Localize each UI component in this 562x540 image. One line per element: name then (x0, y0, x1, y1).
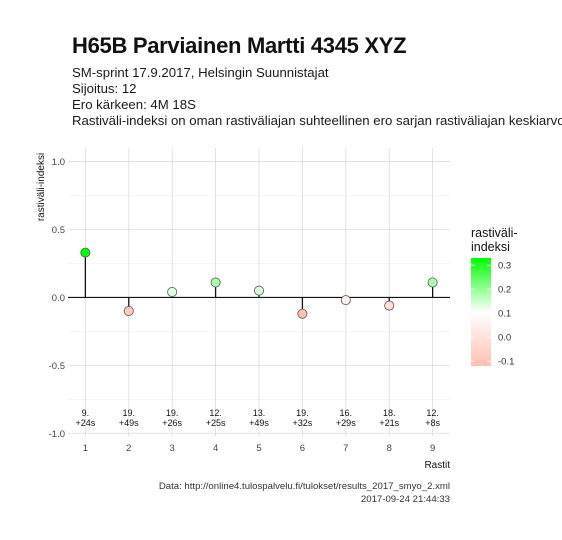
timestamp: 2017-09-24 21:44:33 (360, 494, 450, 505)
point-label-time: +26s (162, 418, 182, 428)
subtitle-gap: Ero kärkeen: 4M 18S (72, 97, 196, 112)
point-label-time: +49s (249, 418, 269, 428)
subtitle-event: SM-sprint 17.9.2017, Helsingin Suunnista… (72, 65, 329, 80)
x-axis-label: Rastit (424, 460, 450, 471)
legend-tick-label: 0.1 (498, 309, 511, 320)
legend-colorbar (471, 258, 491, 366)
y-tick-label: -0.5 (49, 361, 65, 372)
point-label-rank: 19. (296, 408, 309, 418)
legend-title: indeksi (471, 240, 510, 254)
data-point (123, 306, 134, 317)
data-source: Data: http://online4.tulospalvelu.fi/tul… (158, 481, 450, 492)
data-point (384, 300, 395, 311)
point-label-time: +24s (75, 418, 95, 428)
x-tick-label: 2 (126, 443, 131, 454)
point-label-rank: 9. (82, 408, 90, 418)
point-label-rank: 13. (253, 408, 266, 418)
data-point (80, 247, 91, 258)
legend-tick-label: 0.3 (498, 261, 511, 272)
y-tick-label: -1.0 (49, 429, 65, 440)
data-point (340, 295, 351, 306)
data-point (210, 277, 221, 288)
x-tick-label: 8 (387, 443, 392, 454)
x-tick-label: 6 (300, 443, 305, 454)
point-label-rank: 19. (166, 408, 179, 418)
legend-tick-label: -0.1 (498, 357, 514, 368)
x-tick-label: 4 (213, 443, 218, 454)
y-axis-label: rastiväli-indeksi (36, 153, 47, 221)
point-label-rank: 12. (209, 408, 222, 418)
legend-title: rastiväli- (471, 226, 518, 240)
data-points (80, 247, 438, 319)
subtitle-rank: Sijoitus: 12 (72, 81, 137, 96)
point-label-time: +25s (206, 418, 226, 428)
data-point (427, 277, 438, 288)
data-point (297, 308, 308, 319)
x-tick-label: 9 (430, 443, 435, 454)
x-tick-label: 3 (170, 443, 175, 454)
x-tick-label: 1 (83, 443, 88, 454)
point-label-time: +29s (336, 418, 356, 428)
point-label-rank: 18. (383, 408, 396, 418)
point-labels: 9.+24s19.+49s19.+26s12.+25s13.+49s19.+32… (75, 408, 440, 428)
y-tick-label: 0.5 (52, 225, 65, 236)
point-label-time: +49s (119, 418, 139, 428)
point-label-rank: 12. (426, 408, 439, 418)
legend-tick-label: 0.0 (498, 333, 511, 344)
point-label-time: +21s (379, 418, 399, 428)
y-tick-label: 1.0 (52, 157, 65, 168)
chart-title: H65B Parviainen Martti 4345 XYZ (72, 33, 407, 58)
point-label-rank: 19. (123, 408, 136, 418)
grid-lines (68, 148, 450, 436)
point-label-time: +8s (425, 418, 440, 428)
point-label-rank: 16. (340, 408, 353, 418)
point-label-time: +32s (293, 418, 313, 428)
legend: rastiväli-indeksi 0.3 0.2 0.1 0.0 -0.1 (471, 226, 518, 368)
x-tick-label: 5 (256, 443, 261, 454)
axes: -1.0 -0.5 0.0 0.5 1.0 1 2 3 4 5 6 7 8 9 Rastit rastiväl… (36, 153, 450, 471)
subtitle-description: Rastiväli-indeksi on oman rastiväliajan … (72, 113, 562, 128)
legend-tick-label: 0.2 (498, 285, 511, 296)
y-tick-label: 0.0 (52, 293, 65, 304)
data-point (167, 286, 178, 297)
x-tick-label: 7 (343, 443, 348, 454)
data-point (253, 285, 264, 296)
